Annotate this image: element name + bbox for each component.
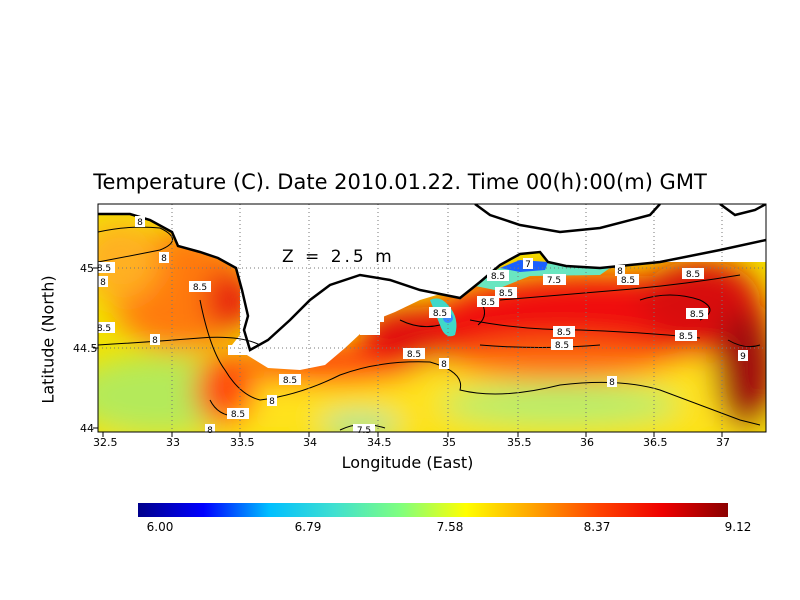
svg-text:7.5: 7.5: [547, 276, 561, 286]
colorbar-label: 6.79: [294, 520, 322, 534]
svg-text:8.5: 8.5: [193, 283, 207, 293]
svg-text:8.5: 8.5: [231, 410, 245, 420]
map-frame: [97, 203, 767, 433]
svg-text:8: 8: [152, 336, 158, 346]
contour-label: 8: [150, 334, 160, 346]
y-tick-label: 44: [80, 422, 94, 435]
colorbar-label: 9.12: [724, 520, 752, 534]
contour-label: 8: [267, 395, 277, 407]
colorbar-label: 6.00: [146, 520, 174, 534]
svg-text:8: 8: [617, 267, 623, 277]
svg-text:8.5: 8.5: [481, 298, 495, 308]
contour-label: 8.5: [189, 281, 211, 293]
colorbar: [138, 502, 728, 517]
contour-label-group: 888.588.58.58.588.58.57.588.587.58.58.57…: [93, 216, 748, 436]
svg-text:8: 8: [207, 426, 213, 436]
svg-text:8.5: 8.5: [621, 276, 635, 286]
x-tick-label: 35: [442, 436, 456, 449]
contour-label: 8.5: [93, 322, 115, 334]
contour-label: 8.5: [675, 330, 697, 342]
svg-text:8: 8: [609, 378, 615, 388]
x-tick-label: 34: [303, 436, 317, 449]
contour-label: 8: [607, 376, 617, 388]
x-tick-label: 33: [166, 436, 180, 449]
svg-text:8.5: 8.5: [679, 332, 693, 342]
contour-label: 8: [615, 265, 625, 277]
crimea-land: [98, 204, 766, 370]
coastline: [98, 212, 766, 352]
contour-label: 9: [738, 350, 748, 362]
y-tick-label: 45: [80, 262, 94, 275]
x-tick-label: 35.5: [507, 436, 532, 449]
svg-text:7.5: 7.5: [357, 426, 371, 436]
svg-text:8.5: 8.5: [555, 341, 569, 351]
svg-text:8: 8: [441, 360, 447, 370]
colorbar-label: 8.37: [583, 520, 611, 534]
svg-text:8.5: 8.5: [97, 264, 111, 274]
contour-label: 8.5: [487, 270, 509, 282]
svg-text:8: 8: [137, 218, 143, 228]
svg-text:8: 8: [161, 254, 167, 264]
contour-label: 8: [205, 424, 215, 436]
temperature-field: [98, 204, 766, 432]
y-tick-label: 44.5: [73, 342, 98, 355]
contour-label: 8.5: [686, 308, 708, 320]
contour-label: 8.5: [429, 307, 451, 319]
x-tick-label: 34.5: [367, 436, 392, 449]
x-tick-label: 37: [716, 436, 730, 449]
colorbar-label: 7.58: [436, 520, 464, 534]
contour-label: 8.5: [227, 408, 249, 420]
svg-text:8.5: 8.5: [407, 350, 421, 360]
contour-label: 8.5: [403, 348, 425, 360]
contour-label: 7: [523, 258, 533, 270]
svg-text:8.5: 8.5: [686, 270, 700, 280]
x-tick-label: 36.5: [643, 436, 668, 449]
svg-text:7: 7: [525, 260, 531, 270]
svg-text:8.5: 8.5: [690, 310, 704, 320]
svg-text:8: 8: [269, 397, 275, 407]
contour-label: 7.5: [543, 274, 565, 286]
x-tick-label: 32.5: [93, 436, 118, 449]
contour-label: 8.5: [495, 287, 517, 299]
svg-text:8: 8: [100, 278, 106, 288]
tick-marks: [93, 267, 723, 437]
y-axis-label: Latitude (North): [38, 275, 58, 404]
x-axis-label: Longitude (East): [341, 453, 474, 472]
contour-label: 8: [159, 252, 169, 264]
depth-label: Z = 2.5 m: [282, 247, 395, 267]
contour-label: 8.5: [553, 326, 575, 338]
contour-label: 8.5: [477, 296, 499, 308]
contour-label: 8: [439, 358, 449, 370]
map-title: Temperature (C). Date 2010.01.22. Time 0…: [93, 170, 707, 194]
svg-text:8.5: 8.5: [97, 324, 111, 334]
contour-label: 8: [135, 216, 145, 228]
contour-label: 8.5: [93, 262, 115, 274]
svg-text:8.5: 8.5: [499, 289, 513, 299]
contour-label: 8.5: [617, 274, 639, 286]
contour-label: 8.5: [551, 339, 573, 351]
contour-label: 7.5: [353, 424, 375, 436]
svg-text:8.5: 8.5: [283, 376, 297, 386]
grid-lines: [98, 204, 766, 432]
svg-text:8.5: 8.5: [491, 272, 505, 282]
svg-text:8.5: 8.5: [433, 309, 447, 319]
contour-label: 8: [98, 276, 108, 288]
contour-label: 8.5: [682, 268, 704, 280]
contour-label: 8.5: [279, 374, 301, 386]
svg-text:8.5: 8.5: [557, 328, 571, 338]
svg-text:9: 9: [740, 352, 746, 362]
x-tick-label: 36: [580, 436, 594, 449]
x-tick-label: 33.5: [230, 436, 255, 449]
